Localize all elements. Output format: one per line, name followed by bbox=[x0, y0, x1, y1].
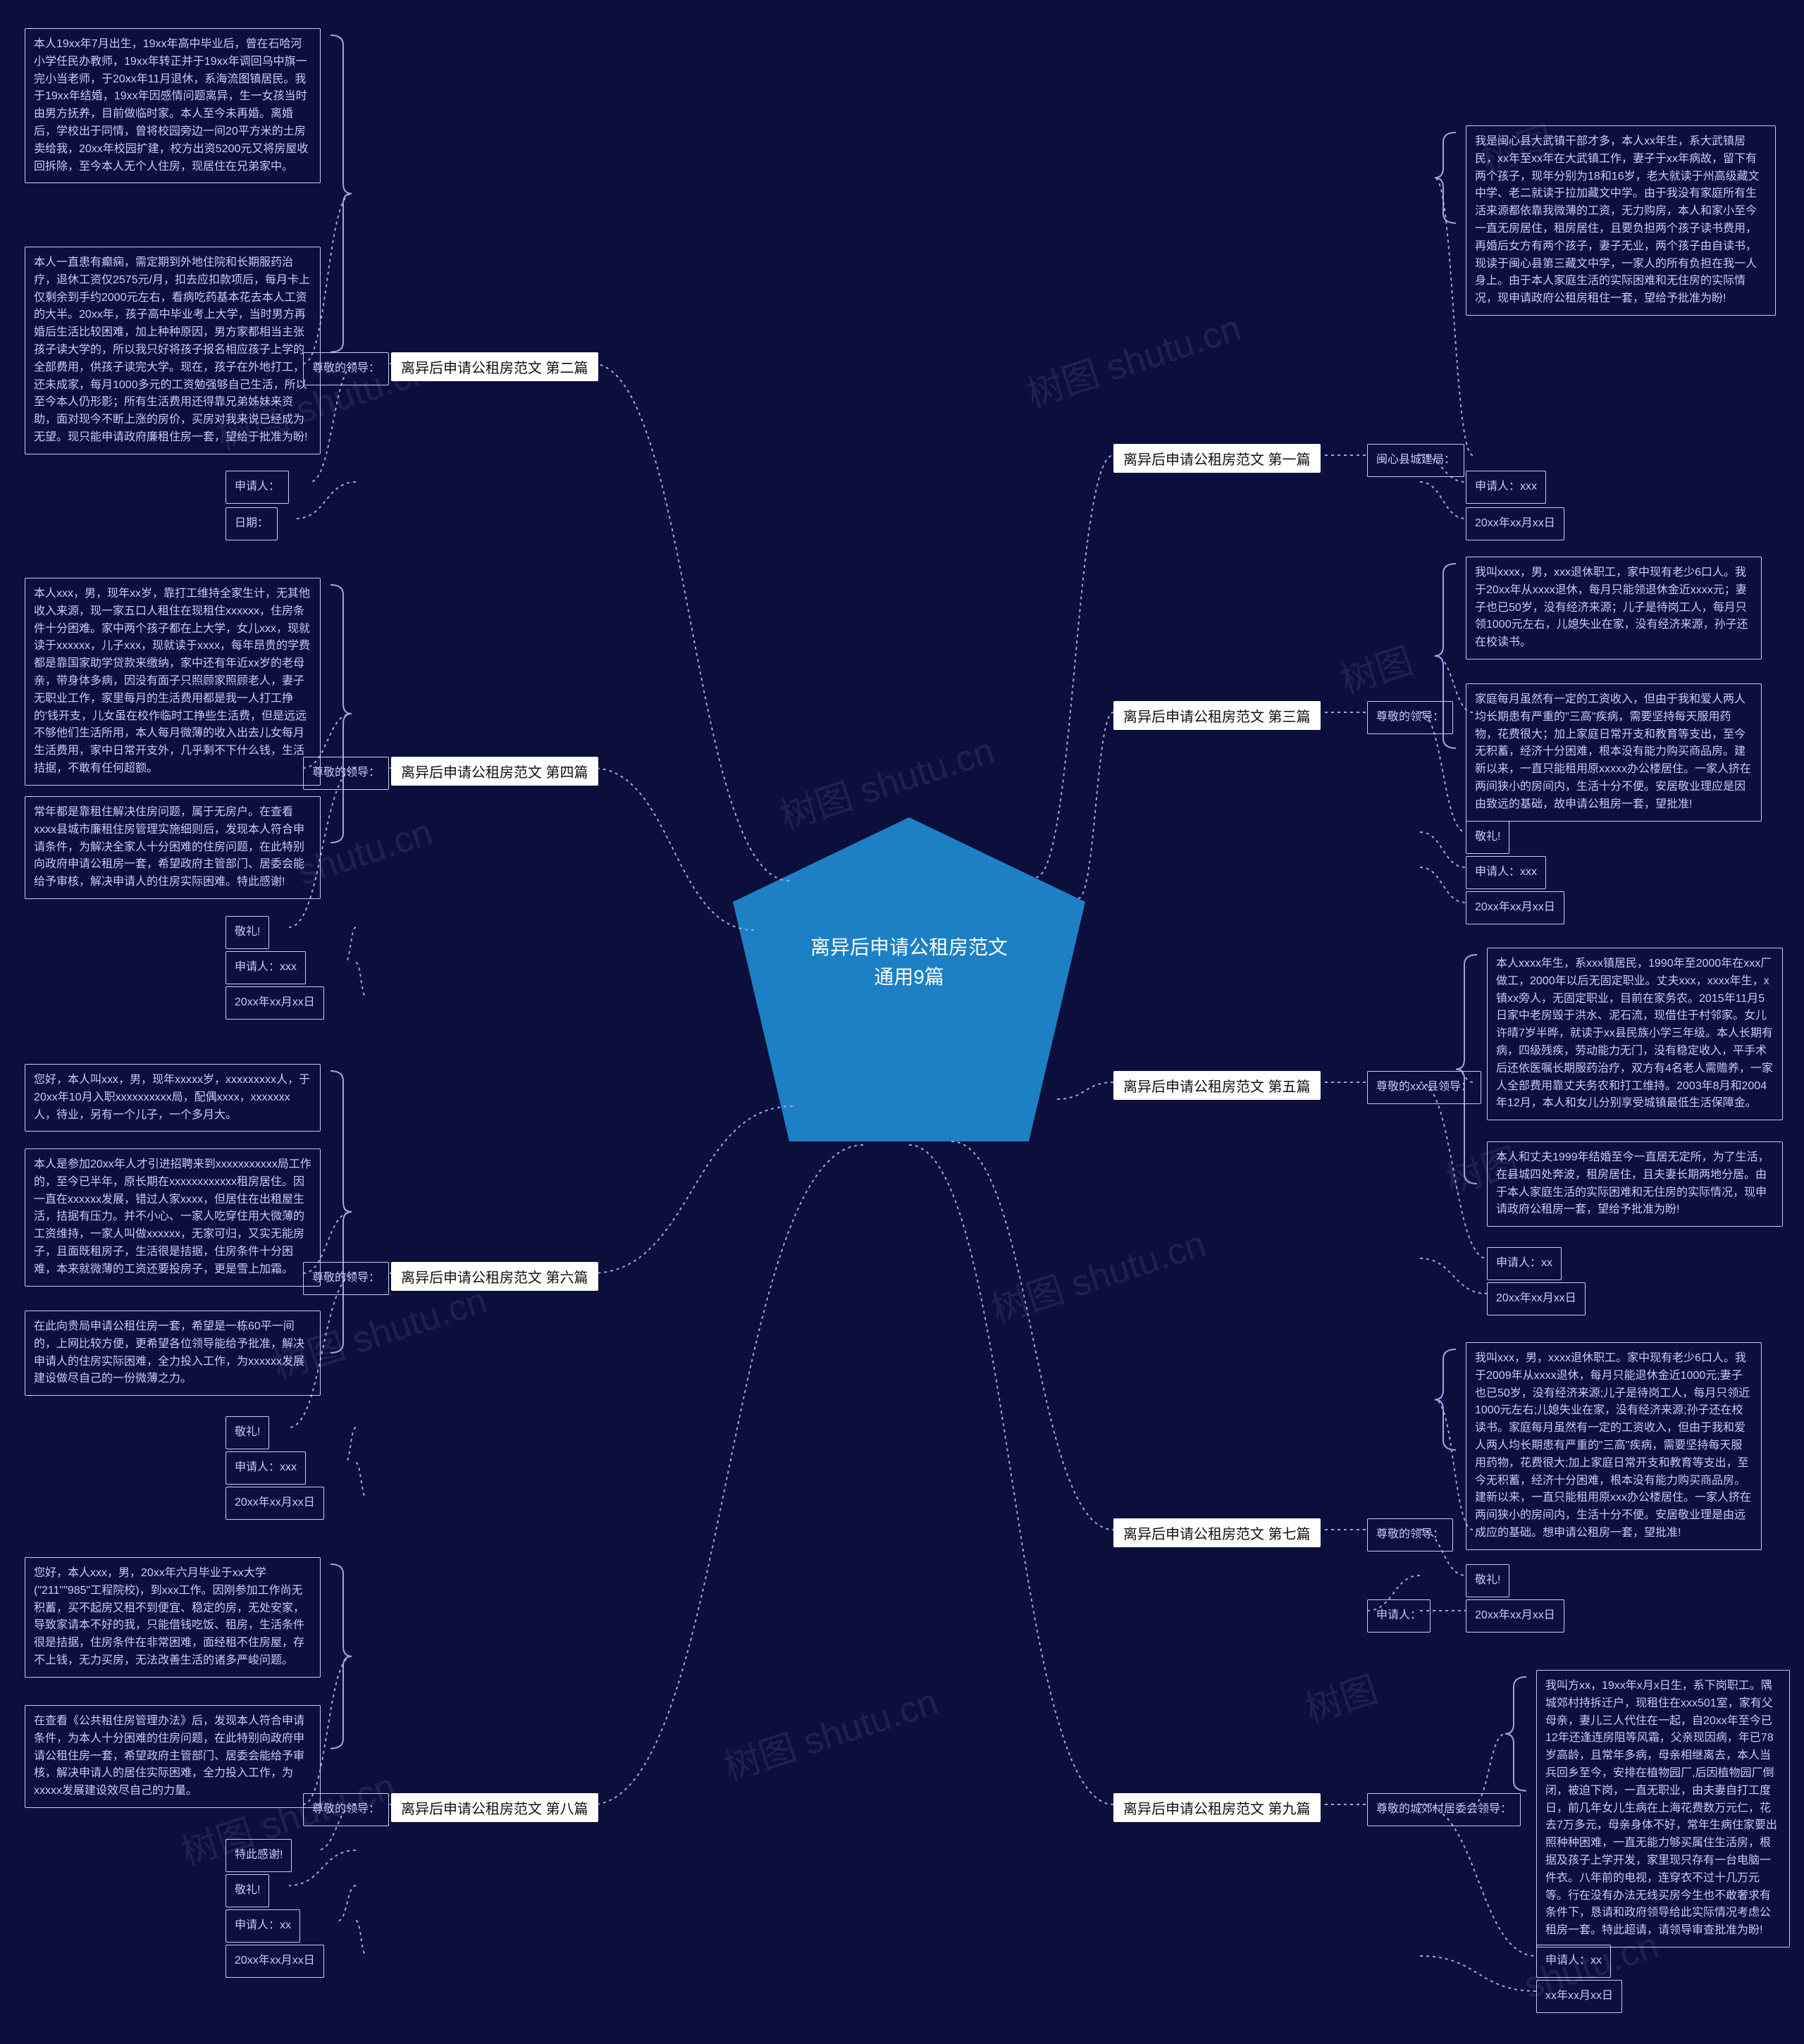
body-b9-0: 我叫方xx，19xx年x月x日生，系下岗职工。隅城郊村持拆迁户，现租住在xxx5… bbox=[1536, 1670, 1790, 1947]
extra-b8-2: 申请人：xx bbox=[226, 1909, 300, 1943]
extra-b8-3: 20xx年xx月xx日 bbox=[226, 1945, 324, 1978]
body-b7-0: 我叫xxx，男，xxxx退休职工。家中现有老少6口人。我于2009年从xxxx退… bbox=[1466, 1342, 1762, 1550]
watermark-10: 树图 shutu.cn bbox=[716, 1672, 944, 1791]
branch-label-b7: 离异后申请公租房范文 第七篇 bbox=[1113, 1518, 1321, 1547]
extra-b3-1: 申请人：xxx bbox=[1466, 856, 1546, 889]
body-b4-0: 本人xxx，男，现年xx岁，靠打工维持全家生计，无其他收入来源，现一家五口人租住… bbox=[25, 578, 321, 786]
extra-b8-0: 特此感谢! bbox=[226, 1839, 292, 1872]
extra-b7-0: 敬礼! bbox=[1466, 1564, 1509, 1597]
body-b4-1: 常年都是靠租住解决住房问题，属于无房户。在查看xxxx县城市廉租住房管理实施细则… bbox=[25, 796, 321, 899]
extra-b4-0: 敬礼! bbox=[226, 916, 269, 949]
branch-label-b8: 离异后申请公租房范文 第八篇 bbox=[391, 1793, 598, 1822]
branch-label-b2: 离异后申请公租房范文 第二篇 bbox=[391, 352, 598, 381]
body-b2-0: 本人19xx年7月出生，19xx年高中毕业后，曾在石哈河小学任民办教师，19xx… bbox=[25, 28, 321, 183]
body-b5-1: 本人和丈夫1999年结婚至今一直居无定所，为了生活，在县城四处奔波，租房居住，且… bbox=[1487, 1141, 1783, 1227]
extra-b8-1: 敬礼! bbox=[226, 1874, 269, 1907]
branch-label-b5: 离异后申请公租房范文 第五篇 bbox=[1113, 1071, 1321, 1100]
branch-label-b1: 离异后申请公租房范文 第一篇 bbox=[1113, 444, 1321, 473]
leader-label-b7: 尊敬的领导： bbox=[1367, 1518, 1453, 1551]
extra-b3-2: 20xx年xx月xx日 bbox=[1466, 891, 1564, 924]
body-b8-0: 您好，本人xxx，男，20xx年六月毕业于xx大学("211""985"工程院校… bbox=[25, 1557, 321, 1678]
extra-b1-1: 申请人：xxx bbox=[1466, 471, 1546, 504]
extra-b2-1: 日期： bbox=[226, 507, 278, 540]
branch-label-b4: 离异后申请公租房范文 第四篇 bbox=[391, 757, 598, 786]
extra-b7-1: 申请人： bbox=[1367, 1599, 1431, 1633]
leader-label-b3: 尊敬的领导： bbox=[1367, 701, 1453, 734]
extra-b9-1: xx年xx月xx日 bbox=[1536, 1980, 1622, 2013]
body-b1-0: 我是闽心县大武镇干部才多，本人xx年生，系大武镇居民，xx年至xx年在大武镇工作… bbox=[1466, 125, 1776, 316]
body-b3-0: 我叫xxxx，男，xxx退休职工，家中现有老少6口人。我于20xx年从xxxx退… bbox=[1466, 557, 1762, 659]
extra-b4-1: 申请人：xxx bbox=[226, 951, 306, 984]
extra-b5-0: 申请人：xx bbox=[1487, 1247, 1562, 1280]
leader-label-b5: 尊敬的xxx县领导： bbox=[1367, 1071, 1481, 1104]
body-b6-0: 您好，本人叫xxx，男，现年xxxxx岁，xxxxxxxxx人，于20xx年10… bbox=[25, 1064, 321, 1132]
extra-b4-2: 20xx年xx月xx日 bbox=[226, 986, 324, 1020]
center-title: 离异后申请公租房范文通用9篇 bbox=[803, 933, 1015, 992]
branch-label-b9: 离异后申请公租房范文 第九篇 bbox=[1113, 1793, 1321, 1822]
extra-b5-1: 20xx年xx月xx日 bbox=[1487, 1282, 1586, 1315]
body-b3-1: 家庭每月虽然有一定的工资收入，但由于我和爱人两人均长期患有严重的"三高"疾病，需… bbox=[1466, 683, 1762, 822]
extra-b6-1: 申请人：xxx bbox=[226, 1451, 306, 1485]
body-b8-1: 在查看《公共租住房管理办法》后，发现本人符合申请条件，为本人十分困难的住房问题，… bbox=[25, 1705, 321, 1808]
extra-b2-0: 申请人： bbox=[226, 471, 289, 504]
extra-b6-0: 敬礼! bbox=[226, 1416, 269, 1449]
extra-b9-0: 申请人：xx bbox=[1536, 1945, 1611, 1978]
extra-b1-2: 20xx年xx月xx日 bbox=[1466, 507, 1564, 540]
leader-label-b9: 尊敬的城郊村居委会领导： bbox=[1367, 1793, 1521, 1826]
body-b6-1: 本人是参加20xx年人才引进招聘来到xxxxxxxxxxx局工作的，至今已半年，… bbox=[25, 1148, 321, 1287]
leader-label-b1: 闽心县城建局： bbox=[1367, 444, 1464, 477]
branch-label-b3: 离异后申请公租房范文 第三篇 bbox=[1113, 701, 1321, 730]
watermark-5: 树图 bbox=[1333, 631, 1419, 704]
watermark-1: 树图 shutu.cn bbox=[1019, 298, 1247, 417]
branch-label-b6: 离异后申请公租房范文 第六篇 bbox=[391, 1262, 598, 1291]
extra-b7-2: 20xx年xx月xx日 bbox=[1466, 1599, 1564, 1633]
watermark-4: 树图 shutu.cn bbox=[772, 721, 1000, 840]
extra-b3-0: 敬礼! bbox=[1466, 821, 1509, 854]
body-b5-0: 本人xxxx年生，系xxx镇居民，1990年至2000年在xxx厂做工，2000… bbox=[1487, 948, 1783, 1120]
body-b6-2: 在此向贵局申请公租住房一套，希望是一栋60平一间的，上网比较方便，更希望各位领导… bbox=[25, 1311, 321, 1396]
extra-b6-2: 20xx年xx月xx日 bbox=[226, 1487, 324, 1520]
watermark-11: 树图 bbox=[1297, 1660, 1383, 1733]
body-b2-1: 本人一直患有癫痫，需定期到外地住院和长期服药治疗，退休工资仅2575元/月，扣去… bbox=[25, 247, 321, 454]
watermark-7: 树图 shutu.cn bbox=[984, 1214, 1211, 1333]
